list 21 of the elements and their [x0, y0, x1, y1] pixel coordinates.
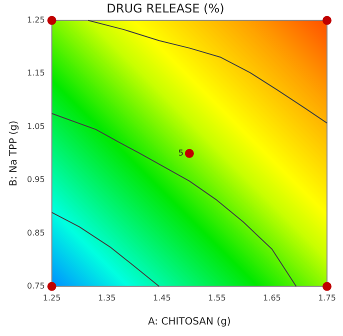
point: [47, 282, 56, 291]
annotation: 5: [178, 148, 184, 158]
point: [47, 16, 56, 25]
y-tick-label: 1.25: [27, 15, 45, 24]
y-tick-label: 0.75: [27, 281, 45, 290]
point: [322, 282, 332, 291]
point: [322, 16, 332, 25]
x-tick-label: 1.55: [208, 293, 226, 302]
y-tick-label: 1.05: [27, 122, 45, 131]
x-tick-label: 1.75: [318, 293, 336, 302]
y-tick-label: 1.15: [27, 68, 45, 78]
point: [184, 148, 194, 158]
y-tick-label: 0.95: [27, 175, 45, 184]
y-tick-label: 0.85: [27, 228, 45, 238]
x-tick-label: 1.45: [152, 293, 171, 302]
x-tick-label: 1.65: [263, 293, 281, 302]
x-tick-label: 1.35: [98, 293, 116, 302]
y-axis-title: B: Na TPP (g): [8, 120, 20, 186]
chart-title: DRUG RELEASE (%): [106, 1, 224, 16]
x-tick-label: 1.25: [42, 293, 61, 302]
x-axis-title: A: CHITOSAN (g): [148, 316, 231, 328]
